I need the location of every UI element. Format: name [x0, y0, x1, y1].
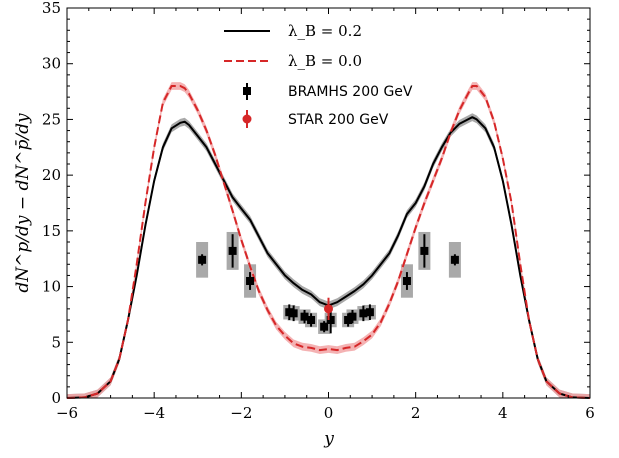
- point-bramhs-200-gev-15: [450, 255, 459, 264]
- legend-label-star: STAR 200 GeV: [288, 112, 389, 128]
- legend-label-lambda-0.2: λ_B = 0.2: [288, 22, 362, 40]
- point-bramhs-200-gev-12: [365, 308, 374, 317]
- tick-labels: −6 −4 −2 0 2 4 6 0 5 10 15 20 25 30 35: [42, 0, 595, 422]
- band-b-0-0: [67, 82, 590, 398]
- curve-b-0-0: [66, 85, 591, 399]
- uncertainty-bands: [67, 82, 590, 399]
- x-tick-label: 2: [411, 404, 421, 422]
- x-tick-label: −4: [143, 404, 165, 422]
- y-tick-label: 35: [42, 0, 61, 17]
- point-star-200-gev-0: [324, 304, 333, 314]
- legend: λ_B = 0.2 λ_B = 0.0 BRAMHS 200 GeV STAR …: [224, 22, 413, 128]
- point-bramhs-200-gev-6: [307, 316, 316, 324]
- legend-label-lambda-0.0: λ_B = 0.0: [288, 52, 362, 70]
- x-tick-label: 4: [498, 404, 508, 422]
- y-tick-label: 30: [42, 55, 61, 73]
- data-points: [198, 234, 459, 334]
- point-bramhs-200-gev-3: [285, 308, 294, 317]
- point-bramhs-200-gev-11: [359, 309, 368, 318]
- point-bramhs-200-gev-2: [246, 277, 255, 285]
- point-bramhs-200-gev-14: [420, 246, 429, 255]
- point-bramhs-200-gev-13: [402, 277, 411, 285]
- plot-area: [66, 82, 591, 399]
- point-bramhs-200-gev-10: [348, 312, 357, 321]
- legend-swatch-star: [242, 110, 252, 128]
- point-bramhs-200-gev-7: [320, 322, 329, 331]
- curve-b-0-2: [66, 116, 591, 399]
- band-b-0-2: [67, 113, 590, 399]
- axis-ticks: [66, 7, 591, 399]
- point-bramhs-200-gev-1: [228, 246, 237, 255]
- x-tick-label: 0: [324, 404, 334, 422]
- point-bramhs-200-gev-8: [326, 316, 335, 324]
- x-tick-label: −6: [56, 404, 78, 422]
- point-bramhs-200-gev-9: [344, 316, 353, 324]
- y-tick-label: 25: [42, 110, 61, 128]
- y-tick-label: 15: [42, 222, 61, 240]
- y-axis-label: dN^p/dy − dN^p̄/dy: [13, 113, 33, 293]
- point-bramhs-200-gev-4: [289, 309, 298, 318]
- y-tick-label: 0: [51, 389, 61, 407]
- legend-swatch-bramhs: [243, 83, 251, 100]
- y-tick-label: 20: [42, 166, 61, 184]
- x-axis-label: y: [323, 429, 334, 449]
- y-tick-label: 10: [42, 278, 61, 296]
- x-tick-label: −2: [230, 404, 252, 422]
- point-bramhs-200-gev-0: [198, 255, 207, 264]
- y-tick-label: 5: [51, 333, 61, 351]
- point-bramhs-200-gev-5: [300, 312, 309, 321]
- legend-label-bramhs: BRAMHS 200 GeV: [288, 84, 413, 100]
- x-tick-label: 6: [585, 404, 595, 422]
